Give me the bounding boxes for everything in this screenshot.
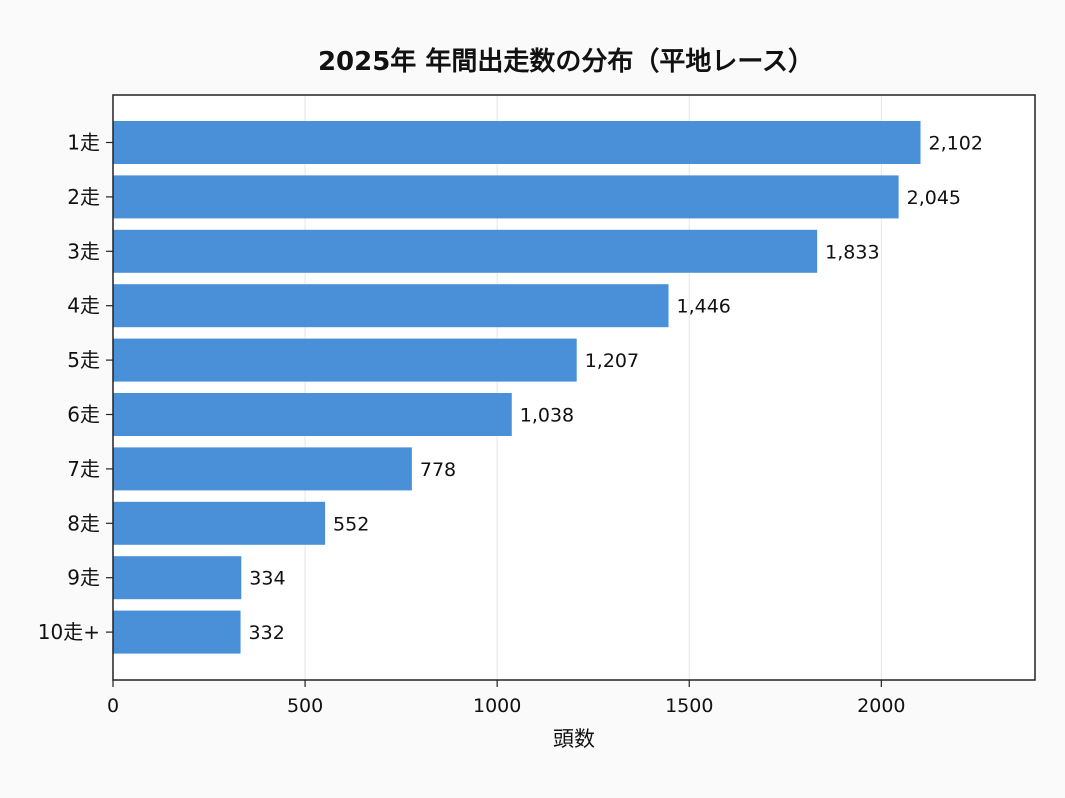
y-tick-label: 3走: [67, 239, 100, 263]
y-tick-label: 7走: [67, 457, 100, 481]
x-axis: 0 500 1000 1500 2000: [107, 680, 906, 717]
y-axis: 1走 2走 3走 4走 5走 6走 7走 8走 9走 10走+: [38, 131, 113, 644]
x-tick-label: 2000: [857, 695, 905, 717]
bar: [113, 175, 899, 219]
bar: [113, 284, 669, 328]
plot-frame: [112, 94, 1036, 681]
x-tick-label: 1000: [473, 695, 521, 717]
bars: [113, 121, 921, 654]
bar: [113, 610, 241, 654]
y-tick-label: 8走: [67, 511, 100, 535]
bar-value-label: 1,833: [825, 241, 879, 263]
y-tick-label: 2走: [67, 185, 100, 209]
y-tick-label: 9走: [67, 566, 100, 590]
y-tick-label: 10走+: [38, 620, 100, 644]
chart-title: 2025年 年間出走数の分布（平地レース）: [318, 46, 814, 77]
bar: [113, 556, 242, 600]
bar-value-label: 1,446: [677, 296, 731, 318]
x-tick-label: 1500: [665, 695, 713, 717]
y-tick-label: 5走: [67, 348, 100, 372]
x-tick-label: 0: [107, 695, 119, 717]
bar-value-label: 332: [249, 622, 285, 644]
bar-value-label: 2,102: [929, 133, 983, 155]
bar: [113, 229, 818, 273]
x-tick-label: 500: [287, 695, 323, 717]
bar: [113, 393, 512, 436]
x-axis-label: 頭数: [553, 727, 595, 751]
y-tick-label: 4走: [67, 294, 100, 318]
bar-value-label: 552: [333, 513, 369, 535]
bar-value-label: 2,045: [907, 187, 961, 209]
bar-value-label: 778: [420, 459, 456, 481]
value-labels: 2,102 2,045 1,833 1,446 1,207 1,038 778 552 334 3…: [249, 133, 983, 645]
bar-value-label: 1,207: [585, 350, 639, 372]
y-tick-label: 6走: [67, 403, 100, 427]
bar-value-label: 334: [249, 568, 285, 590]
bar: [113, 121, 921, 164]
y-tick-label: 1走: [67, 131, 100, 155]
bar: [113, 338, 577, 382]
bar: [113, 447, 412, 491]
bar: [113, 501, 326, 545]
bar-value-label: 1,038: [520, 405, 574, 427]
